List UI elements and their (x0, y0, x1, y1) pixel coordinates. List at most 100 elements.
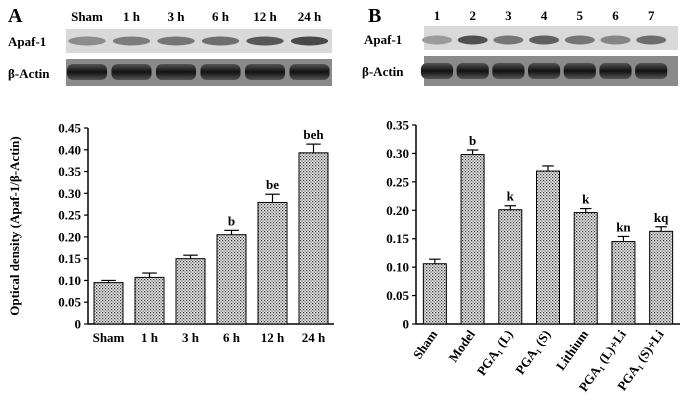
blot-a-row-label-actin: β-Actin (8, 66, 50, 81)
x-tick-label: PGA₁ (S) (512, 327, 553, 377)
actin-band (66, 64, 108, 80)
significance-label: k (582, 192, 590, 207)
x-tick-label: Sham (93, 330, 125, 345)
y-tick-label: 0.35 (386, 118, 409, 133)
actin-band (492, 63, 525, 79)
apaf1-band (68, 36, 106, 46)
apaf1-band (157, 36, 195, 46)
apaf1-band (246, 36, 284, 46)
x-tick-label: 3 h (182, 330, 200, 345)
x-tick-label: PGA₁ (L) (474, 327, 516, 378)
blot-b-row-label-actin: β-Actin (362, 64, 404, 79)
bar (298, 152, 329, 325)
apaf1-band (290, 36, 329, 46)
blot-lane-label: 6 h (212, 9, 230, 24)
x-tick-label: Lithium (553, 327, 591, 373)
y-tick-label: 0.15 (386, 231, 409, 246)
significance-label: b (469, 133, 476, 148)
bar (460, 154, 485, 325)
western-blot-b: Apaf-1 β-Actin 1 2 3 4 5 6 7 (362, 8, 678, 86)
panel-a-letter: A (8, 5, 23, 27)
apaf1-band (564, 35, 595, 45)
y-tick-label: 0.45 (58, 121, 81, 136)
apaf1-band (636, 35, 667, 45)
blot-lane-label: 2 (469, 8, 476, 23)
blot-lane-label: Sham (71, 9, 103, 24)
actin-band (528, 63, 561, 79)
apaf1-band (529, 35, 560, 45)
apaf1-band (422, 35, 452, 45)
actin-band (563, 63, 596, 79)
western-blot-a: Apaf-1 β-Actin Sham 1 h 3 h 6 h 12 h 24 h (8, 9, 332, 86)
blot-a-apaf1-strip (66, 29, 332, 53)
blot-lane-label: 1 h (123, 9, 141, 24)
bar (134, 276, 165, 325)
blot-a-actin-strip (66, 59, 332, 86)
bar (257, 201, 288, 325)
blot-a-row-label-apaf1: Apaf-1 (8, 34, 46, 49)
significance-label: b (228, 213, 235, 228)
blot-lane-label: 4 (541, 8, 548, 23)
actin-band (456, 63, 489, 79)
significance-label: beh (303, 127, 324, 142)
actin-band (635, 63, 668, 79)
y-tick-label: 0.30 (58, 186, 81, 201)
actin-band (420, 63, 454, 79)
blot-lane-label: 24 h (298, 9, 322, 24)
y-tick-label: 0.10 (58, 273, 81, 288)
y-tick-label: 0 (403, 317, 410, 332)
bar (422, 263, 447, 325)
actin-band (244, 64, 286, 80)
significance-label: k (507, 189, 515, 204)
y-tick-label: 0.25 (386, 174, 409, 189)
actin-band (111, 64, 152, 80)
apaf1-band (600, 35, 631, 45)
y-tick-label: 0.35 (58, 164, 81, 179)
x-tick-label: 24 h (302, 330, 326, 345)
panel-b-letter: B (368, 5, 381, 27)
apaf1-band (493, 35, 524, 45)
blot-lane-label: 5 (577, 8, 584, 23)
x-tick-label: 6 h (223, 330, 241, 345)
bar (536, 170, 560, 325)
y-tick-label: 0.05 (58, 295, 81, 310)
y-tick-label: 0.30 (386, 146, 409, 161)
x-tick-label: 1 h (141, 330, 159, 345)
significance-label: be (266, 177, 279, 192)
apaf1-band (201, 36, 240, 46)
significance-label: kn (616, 219, 631, 234)
y-tick-label: 0.10 (386, 260, 409, 275)
bar (216, 234, 247, 325)
bar-chart-b: 0 0.05 0.10 0.15 0.20 0.25 0.30 0.35 Sham b Model k… (386, 118, 680, 394)
actin-band (200, 64, 241, 80)
y-tick-label: 0.05 (386, 288, 409, 303)
bar (611, 241, 636, 325)
bar (93, 282, 124, 325)
bar-chart-a: 0 0.05 0.10 0.15 0.20 0.25 0.30 0.35 0.40 0.45 Sha… (58, 121, 334, 345)
x-tick-label: Model (445, 327, 478, 365)
y-tick-label: 0.20 (386, 203, 409, 218)
blot-lane-label: 7 (648, 8, 655, 23)
blot-b-row-label-apaf1: Apaf-1 (364, 32, 402, 47)
x-tick-label: 12 h (261, 330, 285, 345)
apaf1-band (457, 35, 488, 45)
blot-lane-label: 3 h (168, 9, 186, 24)
y-tick-label: 0 (75, 317, 82, 332)
actin-band (289, 64, 330, 80)
x-tick-label: Sham (410, 327, 441, 362)
blot-lane-label: 12 h (253, 9, 277, 24)
actin-band (155, 64, 197, 80)
significance-label: kq (654, 210, 669, 225)
actin-band (599, 63, 632, 79)
blot-lane-label: 6 (612, 8, 619, 23)
bar (498, 209, 523, 325)
y-tick-label: 0.25 (58, 208, 81, 223)
bar (573, 212, 598, 325)
y-tick-label: 0.15 (58, 251, 81, 266)
blot-lane-label: 1 (434, 8, 441, 23)
y-tick-label: 0.40 (58, 142, 81, 157)
bar (649, 230, 674, 325)
apaf1-band (112, 36, 151, 46)
bar (175, 258, 206, 325)
